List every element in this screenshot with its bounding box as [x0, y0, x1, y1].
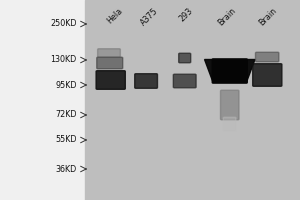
- FancyBboxPatch shape: [253, 64, 282, 86]
- Text: 250KD: 250KD: [50, 20, 76, 28]
- FancyBboxPatch shape: [256, 52, 279, 62]
- Text: 72KD: 72KD: [55, 110, 76, 119]
- Text: A375: A375: [139, 6, 160, 27]
- FancyBboxPatch shape: [220, 90, 239, 120]
- Polygon shape: [205, 60, 255, 82]
- Text: 293: 293: [178, 6, 195, 23]
- Text: 55KD: 55KD: [55, 136, 76, 144]
- FancyBboxPatch shape: [96, 71, 125, 89]
- FancyBboxPatch shape: [223, 117, 236, 131]
- FancyBboxPatch shape: [212, 59, 247, 83]
- FancyBboxPatch shape: [97, 57, 123, 69]
- Text: 130KD: 130KD: [50, 55, 76, 64]
- Text: Hela: Hela: [105, 6, 124, 25]
- FancyBboxPatch shape: [173, 74, 196, 88]
- Bar: [85, 0, 300, 200]
- Text: 95KD: 95KD: [55, 81, 76, 90]
- Text: 36KD: 36KD: [55, 164, 76, 173]
- Text: Brain: Brain: [257, 6, 278, 27]
- FancyBboxPatch shape: [179, 53, 191, 63]
- FancyBboxPatch shape: [98, 49, 120, 57]
- FancyBboxPatch shape: [135, 74, 158, 88]
- Text: Brain: Brain: [216, 6, 238, 27]
